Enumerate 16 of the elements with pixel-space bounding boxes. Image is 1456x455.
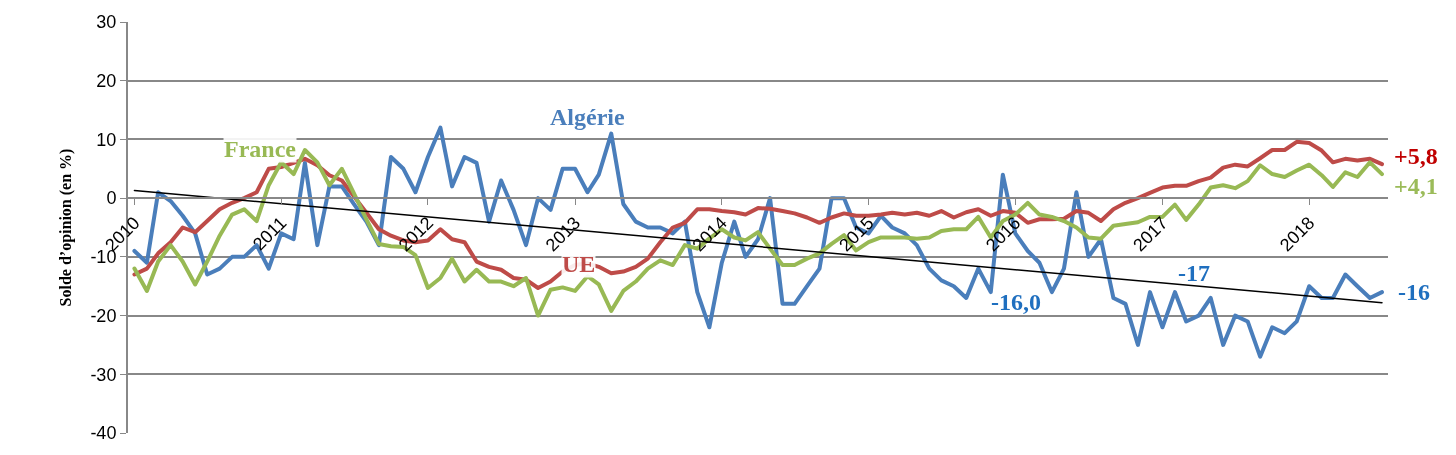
series-label: UE — [562, 251, 596, 277]
y-tick-label: -30 — [90, 364, 117, 385]
series-label: Algérie — [550, 104, 625, 130]
y-tick-label: -40 — [90, 423, 117, 444]
annotation: -16 — [1398, 279, 1430, 305]
y-axis-title: Solde d’opinion (en %) — [56, 148, 75, 307]
y-tick-label: 30 — [96, 12, 117, 33]
annotation: +5,8 — [1394, 143, 1438, 169]
annotation: +4,1 — [1394, 173, 1438, 199]
y-tick-label: -20 — [90, 305, 117, 326]
annotation: -16,0 — [991, 289, 1041, 315]
series-label: France — [224, 136, 297, 162]
annotation: -17 — [1178, 260, 1210, 286]
y-tick-label: 0 — [106, 188, 117, 209]
y-tick-label: 20 — [96, 71, 117, 92]
y-tick-label: 10 — [96, 129, 117, 150]
